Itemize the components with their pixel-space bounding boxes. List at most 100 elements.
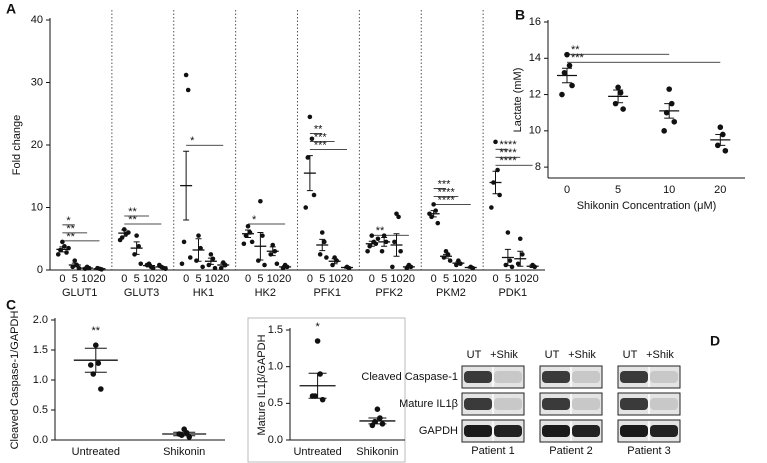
data-point xyxy=(208,252,214,257)
blot-row-label: Cleaved Caspase-1 xyxy=(361,371,458,383)
data-point xyxy=(262,262,267,268)
x-tick-label: 20 xyxy=(341,273,353,285)
patient-label: Patient 1 xyxy=(471,445,514,457)
data-point xyxy=(117,237,123,243)
data-point xyxy=(303,205,309,210)
data-point xyxy=(256,258,261,263)
blot-band xyxy=(650,425,678,437)
data-point xyxy=(375,236,381,242)
significance-label: ** xyxy=(314,124,323,136)
data-point xyxy=(374,406,381,413)
data-point xyxy=(379,248,385,254)
data-point xyxy=(121,227,127,232)
x-tick-label: 10 xyxy=(514,273,526,285)
data-point xyxy=(515,261,521,267)
data-point xyxy=(138,261,144,267)
data-point xyxy=(309,136,315,142)
x-tick-label: 10 xyxy=(390,273,402,285)
significance-label: * xyxy=(190,135,195,147)
significance-label: * xyxy=(66,215,71,227)
data-point xyxy=(72,258,78,263)
blot-lane-label: UT xyxy=(545,349,560,361)
x-tick-label: 5 xyxy=(195,273,201,285)
data-point xyxy=(274,261,280,267)
data-point xyxy=(717,124,724,131)
group-label: HK1 xyxy=(193,287,214,299)
x-axis-label: Shikonin Concentration (μM) xyxy=(577,200,717,212)
significance-label: ** xyxy=(376,225,385,237)
data-point xyxy=(365,248,370,254)
data-point xyxy=(722,147,729,154)
blot-band xyxy=(542,398,570,410)
group-label: HK2 xyxy=(255,287,276,299)
x-tick-label: 5 xyxy=(381,273,387,285)
data-point xyxy=(183,72,189,78)
x-tick-label: 20 xyxy=(527,273,539,285)
blot-band xyxy=(650,398,678,410)
blot-band xyxy=(620,425,648,437)
significance-label: ** xyxy=(128,206,137,218)
data-point xyxy=(319,230,325,235)
significance-label: **** xyxy=(438,187,456,199)
blot-band xyxy=(494,425,522,437)
x-tick-label: 10 xyxy=(267,273,279,285)
x-tick-label: Untreated xyxy=(293,446,341,458)
x-tick-label: 20 xyxy=(465,273,477,285)
y-tick-label: 10 xyxy=(529,125,541,137)
data-point xyxy=(503,262,509,268)
data-point xyxy=(317,371,323,377)
data-point xyxy=(620,106,626,112)
blot-band xyxy=(572,425,600,437)
data-point xyxy=(661,128,667,134)
x-tick-label: 5 xyxy=(443,273,449,285)
x-tick-label: 0 xyxy=(431,273,437,285)
significance-label: ** xyxy=(66,231,75,243)
patient-label: Patient 3 xyxy=(627,445,670,457)
data-point xyxy=(559,91,565,98)
data-point xyxy=(505,230,511,235)
data-point xyxy=(615,84,621,91)
data-point xyxy=(612,100,619,107)
blot-lane-label: UT xyxy=(623,349,638,361)
x-tick-label: 20 xyxy=(93,273,105,285)
x-tick-label: 10 xyxy=(143,273,155,285)
data-point xyxy=(243,233,249,238)
y-tick-label: 20 xyxy=(31,139,43,151)
group-label: PKM2 xyxy=(436,287,466,299)
data-point xyxy=(241,241,247,247)
x-tick-label: 10 xyxy=(81,273,93,285)
data-point xyxy=(617,89,624,96)
x-tick-label: 20 xyxy=(155,273,167,285)
data-point xyxy=(194,258,199,263)
data-point xyxy=(249,239,255,245)
data-point xyxy=(212,265,218,271)
x-tick-label: Untreated xyxy=(72,446,120,458)
x-tick-label: 5 xyxy=(615,184,621,196)
group-label: GLUT1 xyxy=(62,287,97,299)
x-tick-label: 0 xyxy=(121,273,127,285)
x-tick-label: 0 xyxy=(307,273,313,285)
x-tick-label: 0 xyxy=(369,273,375,285)
data-point xyxy=(206,262,212,268)
data-point xyxy=(507,258,513,263)
blot-band xyxy=(572,371,600,383)
blot-band xyxy=(620,398,648,410)
data-point xyxy=(186,434,193,440)
significance-label: **** xyxy=(500,147,518,159)
y-tick-label: 10 xyxy=(31,201,43,213)
panel-frame xyxy=(247,317,406,463)
data-point xyxy=(322,239,327,245)
data-point xyxy=(245,223,251,229)
blot-band xyxy=(464,425,492,437)
y-tick-label: 1.0 xyxy=(33,374,48,386)
y-tick-label: 2.0 xyxy=(33,314,48,326)
panel-label: B xyxy=(515,7,525,23)
data-point xyxy=(260,233,265,238)
data-point xyxy=(666,86,672,92)
data-point xyxy=(311,192,317,198)
x-tick-label: 0 xyxy=(564,184,570,196)
x-tick-label: 5 xyxy=(72,273,78,285)
significance-label: * xyxy=(315,321,320,333)
x-tick-label: 0 xyxy=(245,273,251,285)
y-tick-label: 0.0 xyxy=(33,434,48,446)
